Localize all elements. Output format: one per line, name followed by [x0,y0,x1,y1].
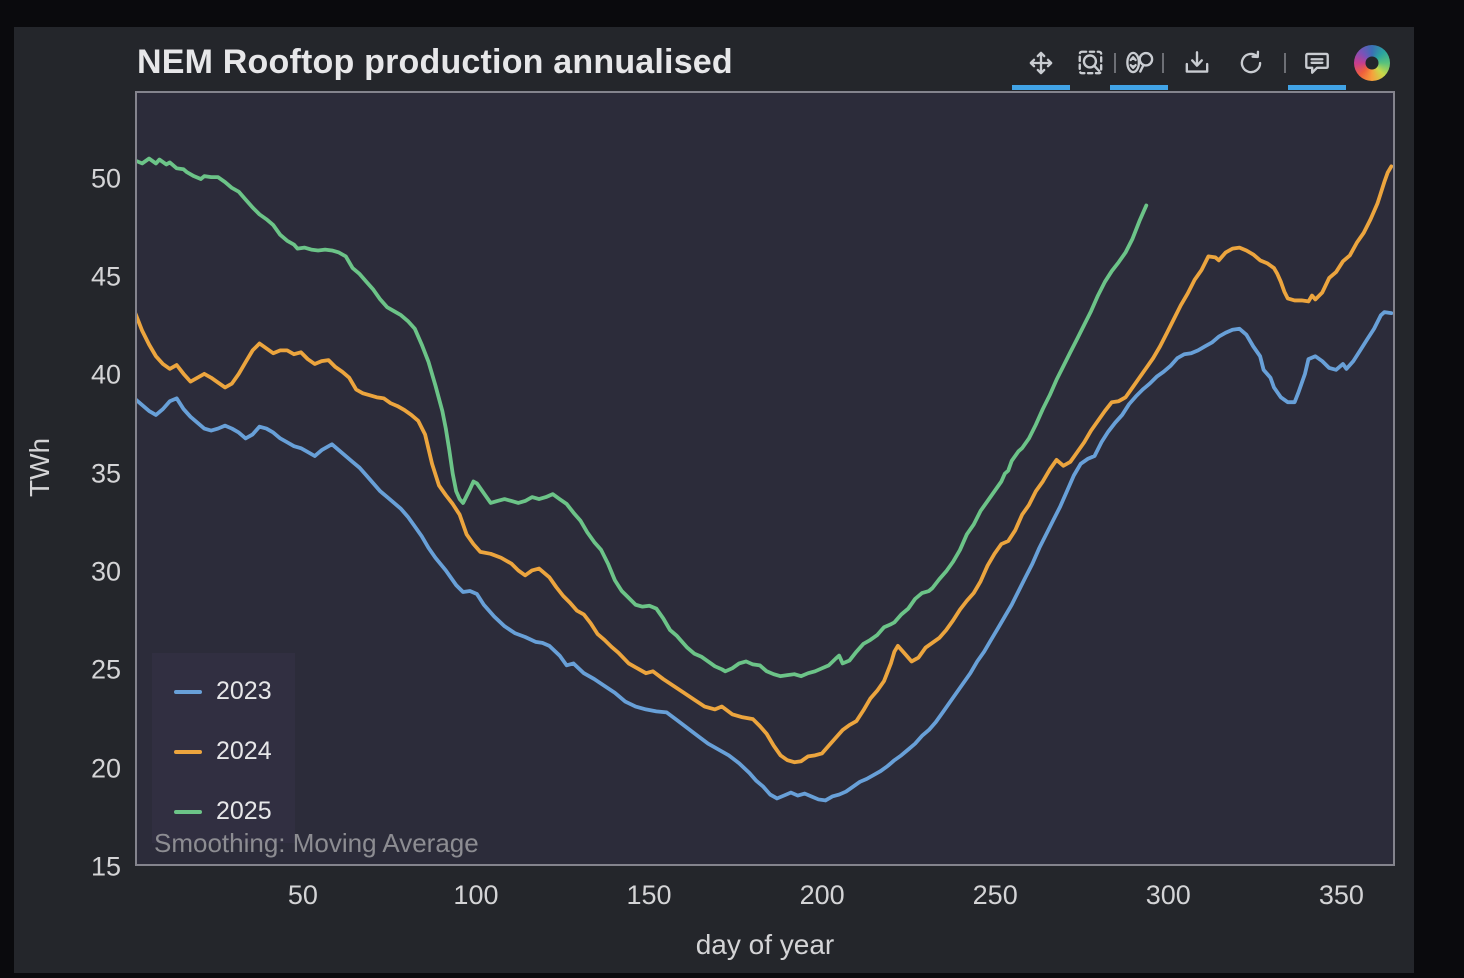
legend-swatch [174,749,202,754]
legend-label: 2025 [216,797,272,825]
x-tick-label: 250 [972,880,1018,910]
legend-item-2024[interactable]: 2024 [174,737,295,766]
x-tick-label: 100 [453,880,499,910]
x-tick-label: 300 [1145,880,1191,910]
zoom-range-icon [1126,51,1154,74]
legend-item-2025[interactable]: 2025 [174,797,295,826]
series-line-2023 [137,310,1393,803]
legend-swatch [174,809,202,814]
y-axis-title: TWh [24,437,55,497]
comment-icon [1305,52,1329,74]
y-tick-label: 30 [90,556,121,587]
y-tick-label: 20 [90,753,121,784]
legend: 2023 2024 2025 [152,653,295,843]
modebar [1024,41,1390,85]
pan-button[interactable] [1024,46,1058,80]
legend-label: 2024 [216,737,272,765]
x-tick-label: 350 [1318,880,1364,910]
pan-icon [1029,51,1053,75]
modebar-separator [1162,53,1164,73]
y-tick-label: 50 [90,163,121,194]
x-axis-title: day of year [695,929,835,960]
y-tick-label: 35 [90,458,121,489]
chart-title: NEM Rooftop production annualised [137,43,733,81]
chart-panel: NEM Rooftop production annualised [14,27,1414,973]
plotly-logo-icon[interactable] [1354,45,1390,81]
series-line-2024 [137,164,1393,765]
x-tick-label: 50 [287,880,318,910]
plot-area[interactable] [135,91,1395,866]
y-tick-label: 25 [90,654,121,685]
smoothing-note: Smoothing: Moving Average [154,828,479,858]
legend-item-2023[interactable]: 2023 [174,677,295,706]
series-line-2025 [137,156,1149,679]
legend-swatch [174,689,202,694]
comment-button[interactable] [1300,46,1334,80]
refresh-button[interactable] [1234,46,1268,80]
x-tick-label: 200 [799,880,845,910]
modebar-separator [1114,53,1116,73]
download-icon [1185,51,1209,73]
legend-label: 2023 [216,677,272,705]
zoom-box-button[interactable] [1074,46,1108,80]
modebar-separator [1284,53,1286,73]
zoom-box-icon [1078,50,1103,75]
download-button[interactable] [1180,46,1214,80]
series-canvas [137,156,1393,803]
refresh-icon [1240,50,1262,74]
zoom-range-button[interactable] [1122,46,1156,80]
y-tick-label: 15 [90,851,121,882]
y-tick-label: 40 [90,359,121,390]
y-tick-label: 45 [90,261,121,292]
x-tick-label: 150 [626,880,672,910]
